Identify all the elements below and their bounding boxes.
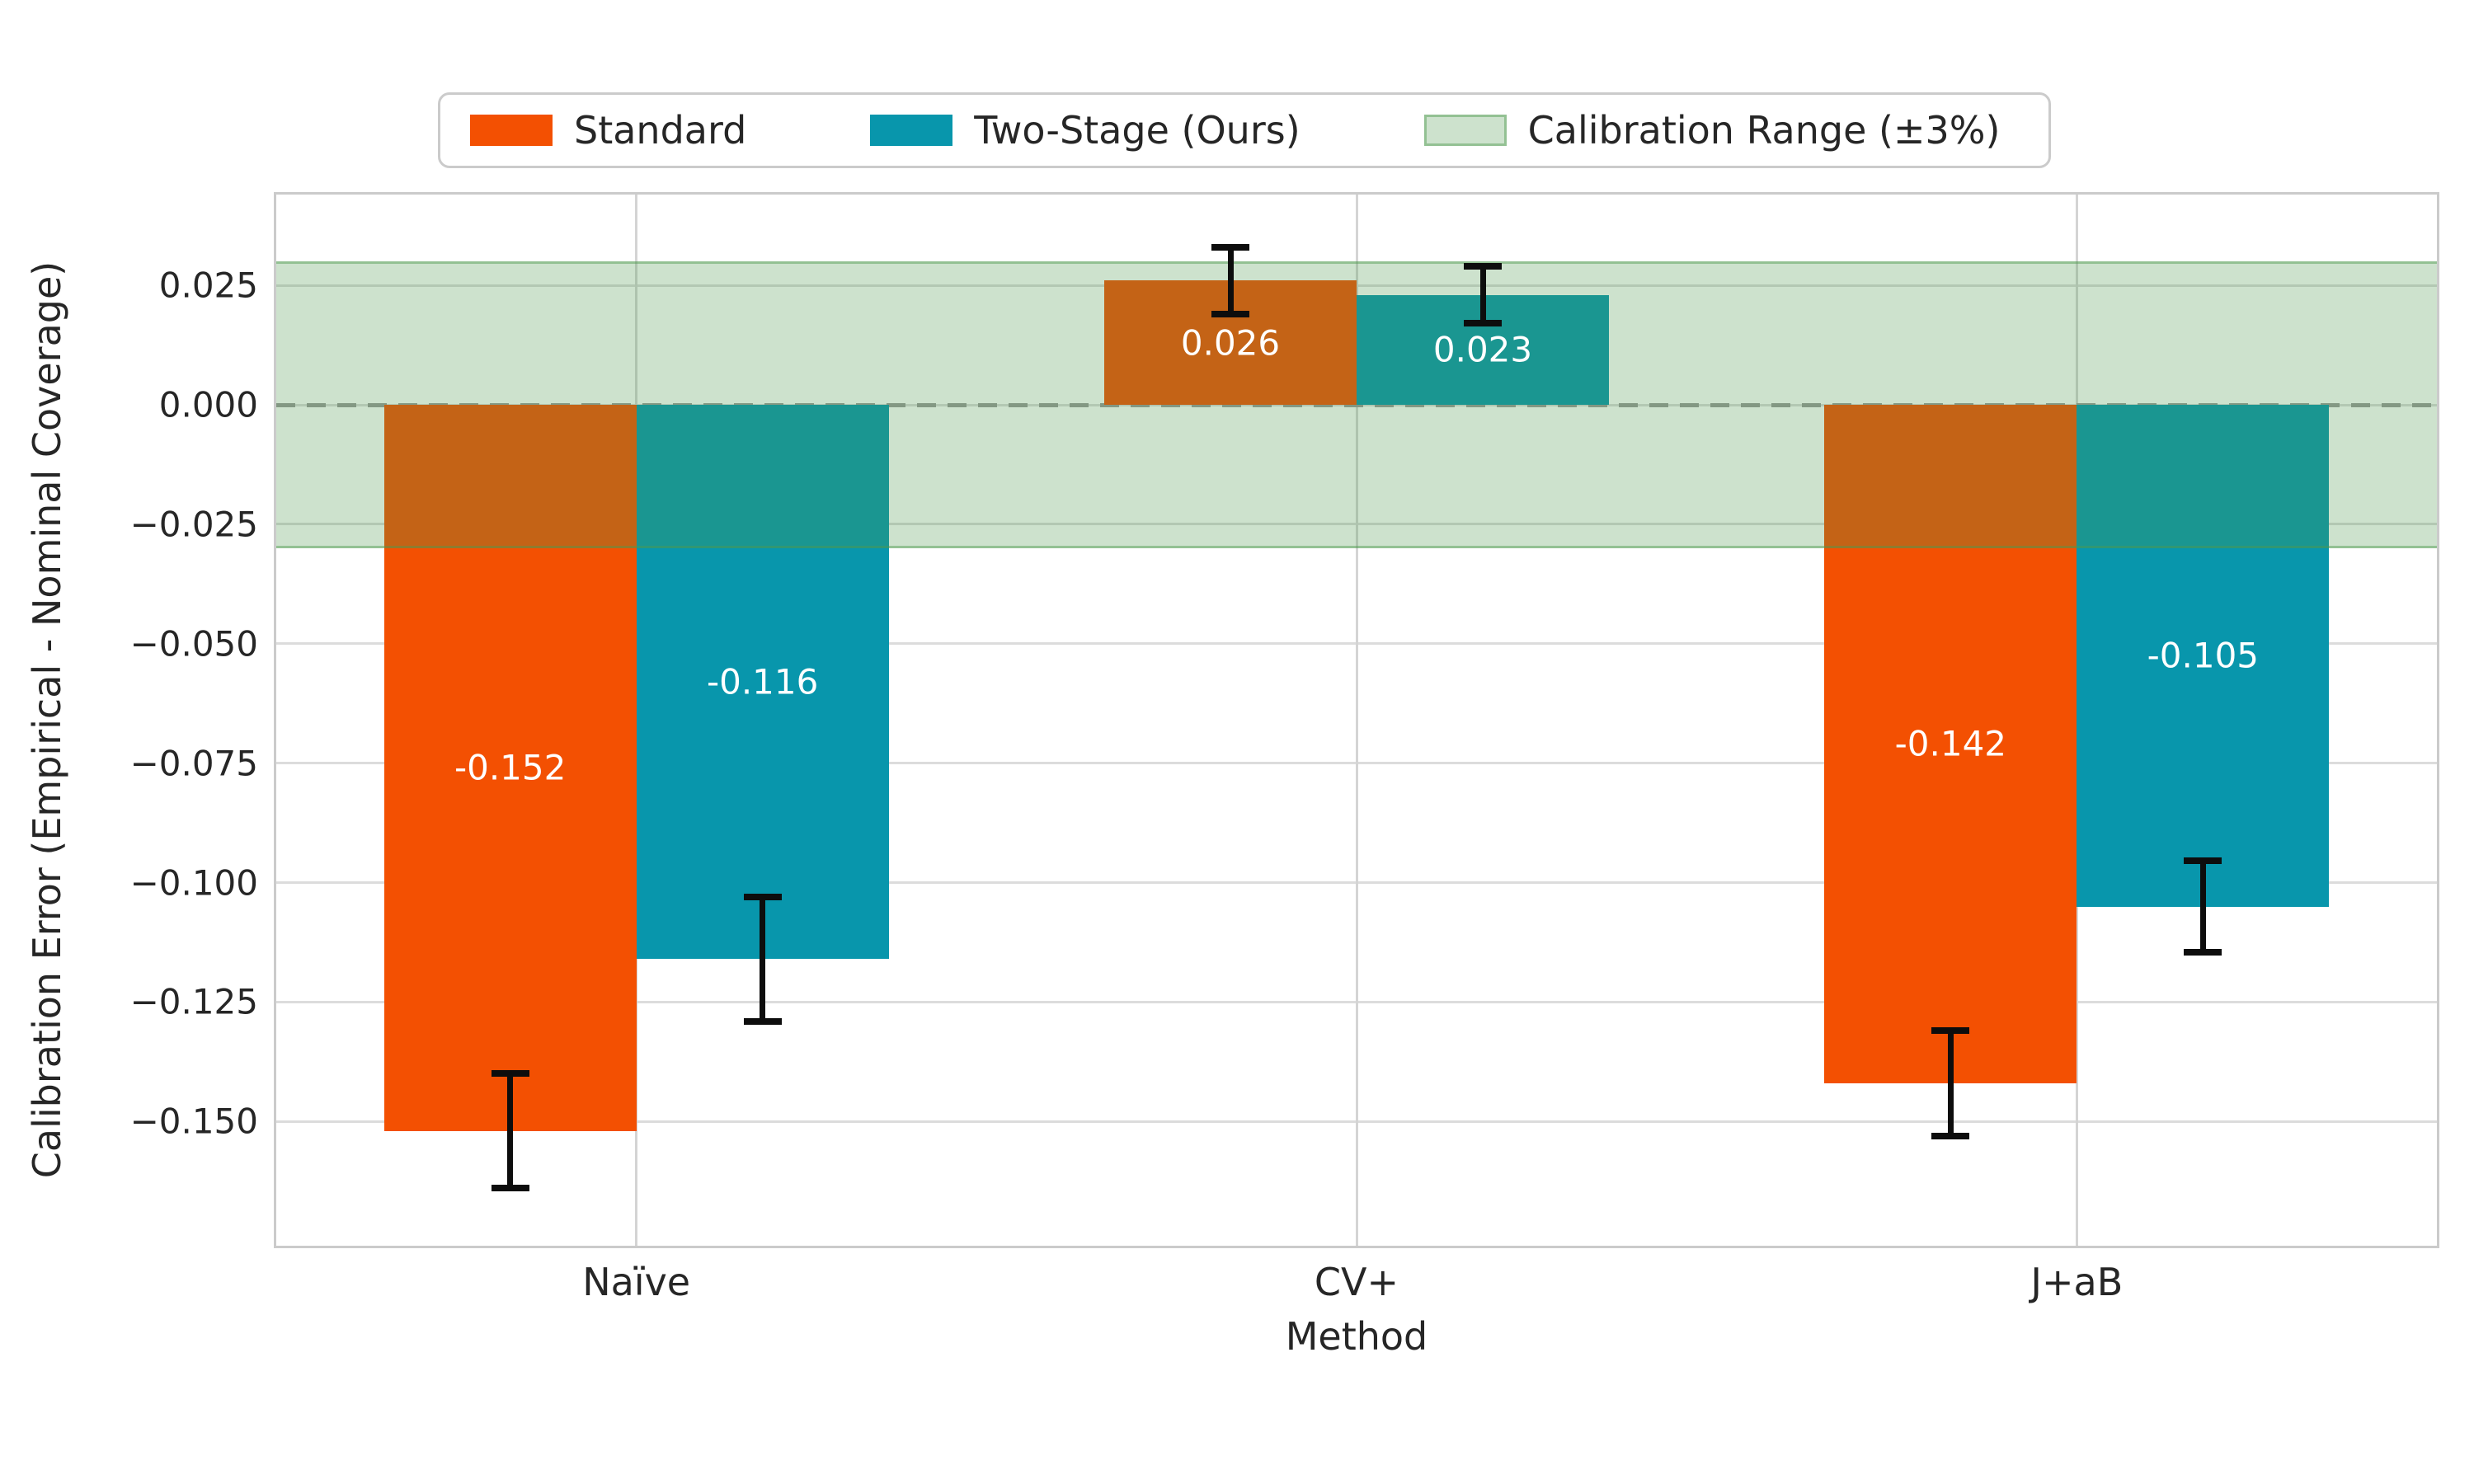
zero-line xyxy=(276,402,2437,407)
x-axis-label: Method xyxy=(1285,1314,1428,1359)
error-bar-stem xyxy=(2199,861,2206,952)
error-bar-cap-bottom xyxy=(2184,948,2222,956)
x-gridline xyxy=(1355,195,1358,1246)
legend-swatch-standard xyxy=(470,115,553,146)
x-tick-label: CV+ xyxy=(1314,1260,1399,1304)
error-bar-stem xyxy=(1227,247,1234,314)
legend-item-calibration-range: Calibration Range (±3%) xyxy=(1423,108,2001,153)
y-tick-label: −0.050 xyxy=(129,623,258,665)
y-tick-label: −0.100 xyxy=(129,862,258,904)
y-tick-label: −0.075 xyxy=(129,743,258,784)
x-tick-label: J+aB xyxy=(2030,1260,2124,1304)
error-bar-stem xyxy=(1479,265,1486,324)
error-bar-cap-top xyxy=(1211,243,1249,251)
legend: Standard Two-Stage (Ours) Calibration Ra… xyxy=(438,92,2051,168)
bar-two-stage-ours--2 xyxy=(2077,405,2330,907)
bar-value-label: -0.105 xyxy=(2147,635,2260,676)
legend-item-two-stage: Two-Stage (Ours) xyxy=(870,108,1300,153)
y-tick-label: −0.150 xyxy=(129,1101,258,1142)
legend-item-standard: Standard xyxy=(470,108,746,153)
error-bar-cap-top xyxy=(1931,1027,1970,1035)
error-bar-cap-bottom xyxy=(1464,320,1502,327)
error-bar-cap-bottom xyxy=(1931,1132,1970,1139)
y-tick-label: 0.000 xyxy=(158,384,258,425)
bar-standard-2 xyxy=(1824,405,2077,1083)
error-bar-cap-top xyxy=(743,893,782,900)
error-bar-cap-bottom xyxy=(491,1185,529,1192)
error-bar-cap-bottom xyxy=(743,1017,782,1025)
error-bar-cap-top xyxy=(2184,857,2222,865)
y-tick-label: −0.025 xyxy=(129,504,258,545)
y-axis-label: Calibration Error (Empirical - Nominal C… xyxy=(25,261,69,1179)
x-tick-label: Naïve xyxy=(582,1260,691,1304)
error-bar-cap-top xyxy=(491,1070,529,1078)
bar-value-label: -0.152 xyxy=(454,747,567,788)
legend-swatch-two-stage xyxy=(870,115,953,146)
bar-value-label: 0.023 xyxy=(1432,329,1533,370)
calibration-band-bottom-edge xyxy=(276,545,2437,548)
bar-standard-0 xyxy=(383,405,637,1131)
error-bar-stem xyxy=(507,1073,514,1189)
legend-label-calibration-range: Calibration Range (±3%) xyxy=(1527,108,2001,153)
calibration-band-top-edge xyxy=(276,261,2437,265)
legend-label-two-stage: Two-Stage (Ours) xyxy=(974,108,1300,153)
error-bar-stem xyxy=(760,896,766,1021)
error-bar-stem xyxy=(1947,1031,1954,1136)
legend-label-standard: Standard xyxy=(574,108,747,153)
bar-value-label: -0.142 xyxy=(1894,723,2007,764)
bar-two-stage-ours--0 xyxy=(636,405,889,960)
bar-value-label: -0.116 xyxy=(706,661,819,702)
calibration-band xyxy=(276,261,2437,548)
legend-swatch-calibration-range xyxy=(1423,115,1507,146)
bar-value-label: 0.026 xyxy=(1180,322,1281,364)
error-bar-cap-top xyxy=(1464,262,1502,270)
y-tick-label: −0.125 xyxy=(129,981,258,1022)
error-bar-cap-bottom xyxy=(1211,310,1249,317)
y-tick-label: 0.025 xyxy=(158,265,258,306)
